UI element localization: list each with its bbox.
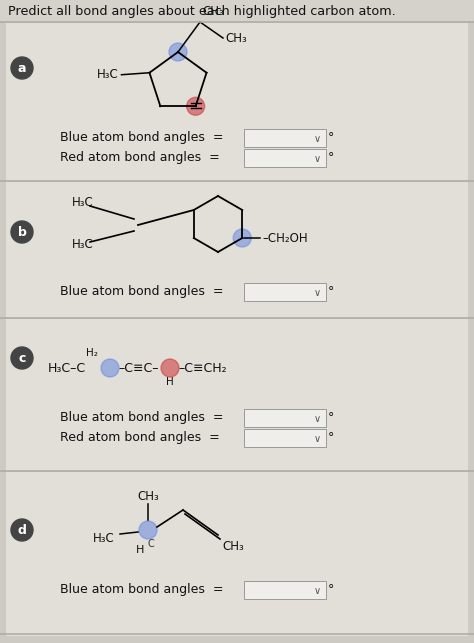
Text: °: ° xyxy=(328,583,334,597)
Text: ∨: ∨ xyxy=(313,288,320,298)
Circle shape xyxy=(169,43,187,61)
Text: °: ° xyxy=(328,152,334,165)
Text: Blue atom bond angles  =: Blue atom bond angles = xyxy=(60,132,224,145)
Text: CH₃: CH₃ xyxy=(222,541,244,554)
Text: a: a xyxy=(18,62,26,75)
Text: °: ° xyxy=(328,132,334,145)
Text: d: d xyxy=(18,523,27,536)
Circle shape xyxy=(11,347,33,369)
Circle shape xyxy=(161,359,179,377)
Text: H₂: H₂ xyxy=(86,348,98,358)
Text: Blue atom bond angles  =: Blue atom bond angles = xyxy=(60,583,224,597)
FancyBboxPatch shape xyxy=(244,581,326,599)
FancyBboxPatch shape xyxy=(6,23,468,181)
FancyBboxPatch shape xyxy=(0,0,474,22)
Circle shape xyxy=(187,97,205,115)
Text: CH₃: CH₃ xyxy=(225,33,247,46)
FancyBboxPatch shape xyxy=(244,283,326,301)
Text: ∨: ∨ xyxy=(313,154,320,164)
Text: b: b xyxy=(18,226,27,239)
Text: °: ° xyxy=(328,431,334,444)
Text: CH₃: CH₃ xyxy=(137,489,159,502)
Text: Red atom bond angles  =: Red atom bond angles = xyxy=(60,431,220,444)
FancyBboxPatch shape xyxy=(244,429,326,447)
Circle shape xyxy=(139,521,157,539)
Text: Blue atom bond angles  =: Blue atom bond angles = xyxy=(60,412,224,424)
Circle shape xyxy=(11,221,33,243)
Circle shape xyxy=(233,229,251,247)
Text: H: H xyxy=(136,545,144,555)
Text: °: ° xyxy=(328,285,334,298)
Text: –CH₂OH: –CH₂OH xyxy=(262,231,308,244)
Text: CH₃: CH₃ xyxy=(202,5,224,18)
Text: Red atom bond angles  =: Red atom bond angles = xyxy=(60,152,220,165)
Circle shape xyxy=(11,519,33,541)
Text: c: c xyxy=(18,352,26,365)
Text: Predict all bond angles about each highlighted carbon atom.: Predict all bond angles about each highl… xyxy=(8,5,396,17)
Text: Blue atom bond angles  =: Blue atom bond angles = xyxy=(60,285,224,298)
Text: –C≡C–: –C≡C– xyxy=(118,361,158,374)
Text: H₃C: H₃C xyxy=(97,68,118,81)
Text: ∨: ∨ xyxy=(313,414,320,424)
Text: H₃C: H₃C xyxy=(72,195,94,208)
Circle shape xyxy=(101,359,119,377)
FancyBboxPatch shape xyxy=(244,149,326,167)
FancyBboxPatch shape xyxy=(244,409,326,427)
Text: ∨: ∨ xyxy=(313,586,320,596)
Text: H: H xyxy=(166,377,174,387)
Text: H₃C–C: H₃C–C xyxy=(48,361,86,374)
FancyBboxPatch shape xyxy=(244,129,326,147)
Text: H₃C: H₃C xyxy=(93,532,115,545)
Text: ∨: ∨ xyxy=(313,134,320,144)
Text: °: ° xyxy=(328,412,334,424)
FancyBboxPatch shape xyxy=(6,182,468,318)
FancyBboxPatch shape xyxy=(6,472,468,636)
Text: H₃C: H₃C xyxy=(72,237,94,251)
Text: –C≡CH₂: –C≡CH₂ xyxy=(178,361,227,374)
Text: C: C xyxy=(147,539,155,549)
Text: ∨: ∨ xyxy=(313,434,320,444)
FancyBboxPatch shape xyxy=(6,319,468,471)
Circle shape xyxy=(11,57,33,79)
